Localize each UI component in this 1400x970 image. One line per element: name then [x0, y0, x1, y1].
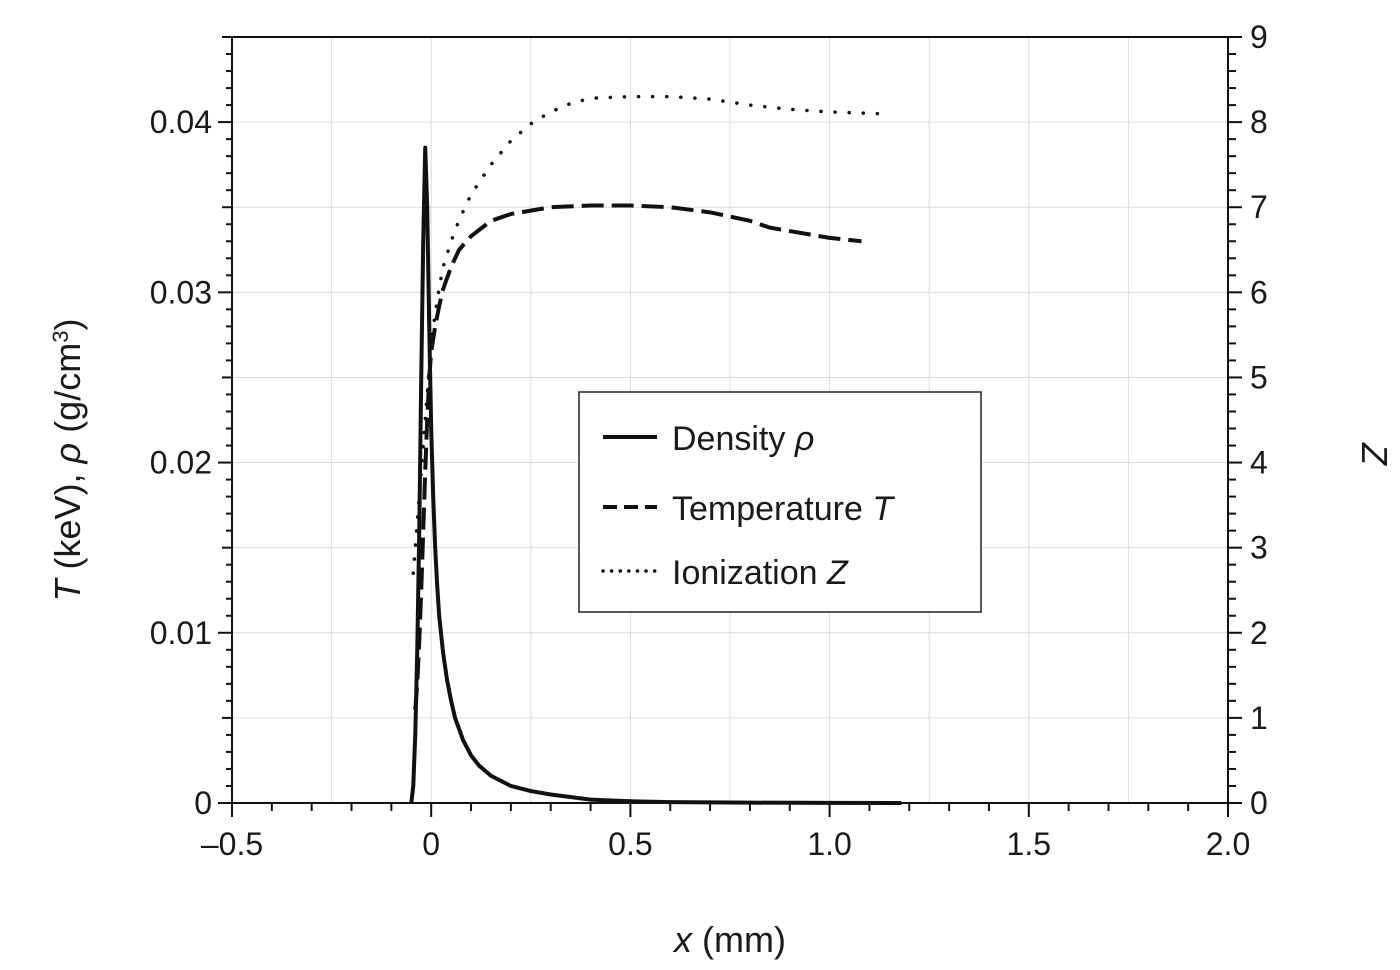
y-right-tick-label: 4 [1250, 445, 1268, 481]
ticks [218, 36, 1242, 817]
y-right-tick-label: 8 [1250, 104, 1268, 140]
x-tick-label: 1.5 [1007, 826, 1051, 862]
y-right-tick-label: 2 [1250, 615, 1268, 651]
legend-label-density: Density ρ [672, 420, 814, 458]
y-right-axis-title: Z [1354, 442, 1395, 466]
y-right-tick-label: 0 [1250, 785, 1268, 821]
tick-labels: –0.5 0 0.5 1.0 1.5 2.000.010.020.030.04012345… [150, 19, 1268, 862]
y-right-tick-label: 5 [1250, 359, 1268, 395]
legend-box [578, 391, 982, 613]
y-right-tick-label: 7 [1250, 189, 1268, 225]
x-tick-label: 2.0 [1206, 826, 1250, 862]
plot-frame [231, 36, 1229, 804]
series-layer [409, 94, 902, 805]
y-left-tick-label: 0.01 [150, 615, 212, 651]
series-line-density [409, 145, 902, 805]
y-left-axis-title: T (keV), ρ (g/cm3) [47, 319, 88, 602]
x-axis-title: x (mm) [672, 919, 786, 960]
y-right-tick-label: 3 [1250, 530, 1268, 566]
y-left-tick-label: 0.03 [150, 274, 212, 310]
y-left-tick-label: 0.02 [150, 445, 212, 481]
y-left-tick-label: 0.04 [150, 104, 212, 140]
y-right-tick-label: 1 [1250, 700, 1268, 736]
legend: Density ρ Temperature T Ionization Z [578, 391, 982, 613]
legend-label-temperature: Temperature T [672, 490, 895, 528]
y-right-tick-label: 6 [1250, 274, 1268, 310]
y-right-tick-label: 9 [1250, 19, 1268, 55]
y-left-tick-label: 0 [194, 785, 212, 821]
x-tick-label: 0 [422, 826, 440, 862]
x-tick-label: 0.5 [608, 826, 652, 862]
x-tick-label: 1.0 [807, 826, 851, 862]
x-tick-label: –0.5 [201, 826, 263, 862]
legend-label-ionization: Ionization Z [672, 554, 849, 592]
